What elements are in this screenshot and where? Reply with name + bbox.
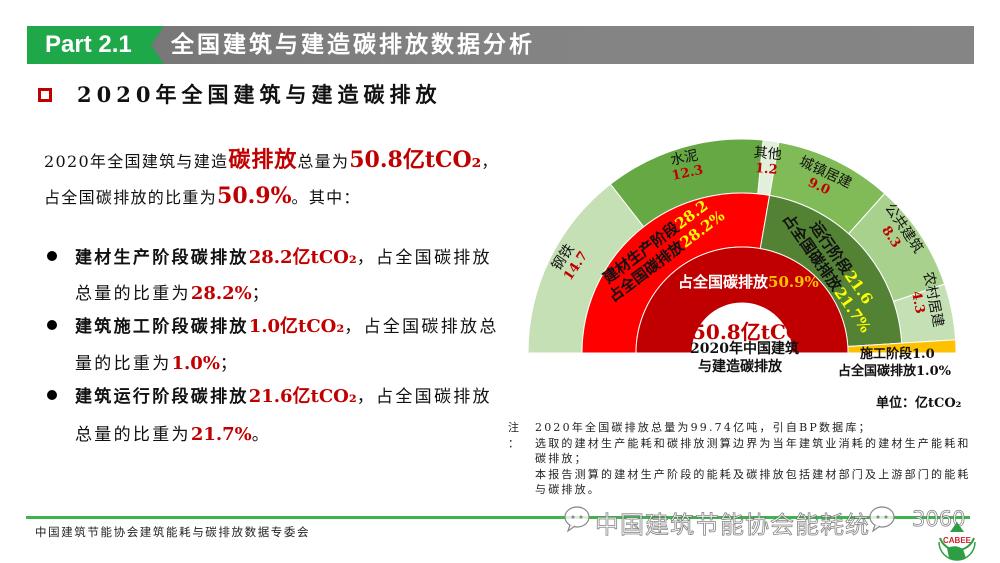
bullet-text: ，占全国碳排放: [356, 387, 492, 407]
intro-text: 占全国碳排放的比重为: [44, 188, 218, 207]
intro-text: ，: [481, 152, 499, 171]
bullet-amount: 21.6亿tCO₂: [248, 386, 357, 407]
inner-ring-share: 50.9%: [768, 273, 819, 291]
inner-ring-segment: [635, 246, 849, 354]
section-square-icon: [38, 88, 52, 102]
bullet-text: ；: [219, 354, 240, 374]
segment-name: 施工阶段: [860, 347, 913, 362]
notes-label-text: 注: [508, 421, 519, 434]
chart-center-title-2: 与建造碳排放: [698, 359, 782, 375]
logo-text: CABEE: [943, 536, 972, 545]
intro-line-1: 2020年全国建筑与建造碳排放总量为50.8亿tCO₂，: [44, 142, 499, 174]
header-part-label: Part 2.1: [45, 31, 132, 58]
segment-share: 1.0%: [916, 364, 951, 379]
segment-label-construction-stage: 施工阶段1.0: [860, 343, 935, 362]
segment-share-construction-stage: 占全国碳排放1.0%: [838, 360, 951, 379]
note-line: 选取的建材生产能耗和碳排放测算边界为当年建筑业消耗的建材生产能耗和碳排放；: [535, 436, 971, 466]
watermark-text: 中国建筑节能协会能耗统: [595, 511, 870, 540]
segment-value: 1.0: [912, 347, 935, 362]
bullet-icon: [47, 390, 57, 400]
bullet-label: 建筑施工阶段碳排放: [75, 317, 249, 337]
bullet-text: 总量的比重为: [75, 284, 191, 304]
cabee-logo: CABEE: [938, 522, 976, 561]
bullet-1-line-2: 总量的比重为28.2%；: [75, 279, 271, 304]
segment-label-cement: 水泥 12.3: [667, 147, 705, 185]
wechat-icon: [564, 506, 590, 533]
bullet-text: 总量的比重为: [75, 425, 191, 445]
bullet-1-line-1: 建材生产阶段碳排放28.2亿tCO₂，占全国碳排放: [75, 243, 492, 269]
bullet-2-line-1: 建筑施工阶段碳排放1.0亿tCO₂，占全国碳排放总: [75, 312, 499, 338]
intro-text: 。其中：: [291, 188, 361, 207]
bullet-text: 量的比重为: [75, 354, 172, 374]
inner-ring-label: 占全国碳排放50.9%: [678, 271, 819, 292]
intro-highlight: 碳排放: [228, 147, 298, 173]
bullet-label: 建筑运行阶段碳排放: [75, 387, 249, 407]
header-title: 全国建筑与建造碳排放数据分析: [171, 32, 535, 58]
bullet-amount: 28.2亿tCO₂: [248, 247, 357, 268]
notes-label-colon: ：: [508, 436, 519, 450]
note-line: 2020年全国碳排放总量为99.74亿吨，引自BP数据库；: [535, 421, 872, 434]
intro-total-value: 50.8亿tCO₂: [349, 147, 482, 173]
bullet-2-line-2: 量的比重为1.0%；: [75, 349, 239, 374]
segment-share-label: 占全国碳排放: [838, 364, 917, 379]
bullet-icon: [47, 251, 57, 261]
bullet-3-line-1: 建筑运行阶段碳排放21.6亿tCO₂，占全国碳排放: [75, 382, 492, 408]
bullet-text: 。: [251, 425, 272, 445]
bullet-share: 1.0%: [171, 353, 220, 374]
wechat-icon: [869, 506, 895, 533]
intro-text: 2020年全国建筑与建造: [44, 152, 229, 171]
bullet-share: 21.7%: [190, 424, 252, 445]
bullet-icon: [47, 320, 57, 330]
footer-divider: [26, 516, 970, 519]
bullet-label: 建材生产阶段碳排放: [75, 248, 249, 268]
intro-line-2: 占全国碳排放的比重为50.9%。其中：: [44, 183, 361, 209]
intro-text: 总量为: [297, 152, 350, 171]
bullet-amount: 1.0亿tCO₂: [248, 316, 345, 337]
header-part-badge: [27, 26, 164, 64]
bullet-share: 28.2%: [190, 283, 252, 304]
segment-label-other: 其他 1.2: [752, 145, 782, 179]
bullet-text: ，占全国碳排放: [356, 248, 492, 268]
chart-center-title-1: 2020年中国建筑: [690, 341, 799, 357]
bullet-text: ，占全国碳排放总: [344, 317, 499, 337]
bullet-text: ；: [251, 284, 272, 304]
header-bar: [150, 26, 974, 64]
section-title: 2020年全国建筑与建造碳排放: [77, 82, 442, 107]
chart-unit-label: 单位：亿tCO₂: [876, 396, 962, 411]
note-line: 本报告测算的建材生产阶段的能耗及碳排放包括建材部门及上游部门的能耗与碳排放。: [535, 467, 971, 497]
chart-center-total: 50.8亿tCO₂: [692, 320, 813, 344]
notes-body: 2020年全国碳排放总量为99.74亿吨，引自BP数据库； 选取的建材生产能耗和…: [535, 420, 977, 498]
segment-value: 1.2: [754, 161, 779, 178]
intro-share-value: 50.9%: [217, 183, 292, 209]
notes-label: 注 ：: [508, 420, 519, 451]
footer-organization: 中国建筑节能协会建筑能耗与碳排放数据专委会: [35, 525, 311, 539]
inner-ring-text: 占全国碳排放: [678, 273, 769, 291]
bullet-3-line-2: 总量的比重为21.7%。: [75, 420, 271, 445]
